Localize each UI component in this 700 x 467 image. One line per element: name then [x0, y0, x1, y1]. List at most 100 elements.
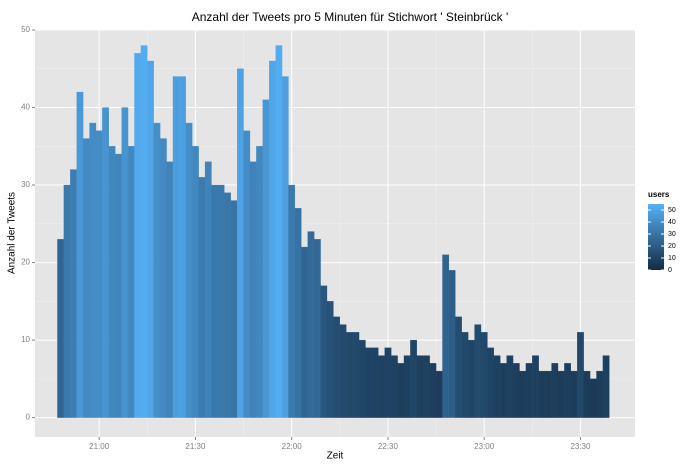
- bar: [339, 324, 347, 418]
- bar: [166, 161, 174, 418]
- y-tick-label: 30: [21, 180, 30, 189]
- x-tick-label: 21:30: [185, 442, 206, 451]
- bar: [371, 347, 379, 418]
- bar: [570, 370, 578, 418]
- bar: [269, 60, 276, 418]
- bar: [390, 355, 398, 418]
- bar: [70, 169, 77, 418]
- bar: [429, 363, 437, 418]
- bar: [172, 76, 180, 418]
- bar: [217, 184, 225, 418]
- bar: [448, 270, 456, 418]
- bar: [474, 324, 482, 418]
- bar: [57, 239, 65, 418]
- bar: [147, 60, 154, 418]
- bar: [320, 285, 328, 418]
- bar: [313, 239, 321, 418]
- bar: [249, 161, 257, 418]
- bar: [63, 184, 71, 418]
- bar: [185, 122, 193, 418]
- legend-label: 10: [668, 255, 676, 262]
- bar: [384, 347, 392, 418]
- bar: [294, 208, 302, 418]
- chart-title: Anzahl der Tweets pro 5 Minuten für Stic…: [192, 10, 509, 24]
- bar: [352, 332, 360, 418]
- legend-label: 20: [668, 243, 676, 250]
- bar: [153, 122, 161, 418]
- bar: [519, 370, 527, 418]
- bar: [493, 355, 501, 418]
- bar: [532, 355, 539, 418]
- x-tick-label: 22:00: [282, 442, 303, 451]
- bar: [557, 370, 565, 418]
- bar: [89, 122, 97, 418]
- bar: [423, 355, 430, 418]
- bar: [468, 339, 475, 418]
- bar: [256, 146, 263, 418]
- bar: [301, 246, 308, 418]
- y-tick-label: 0: [26, 413, 31, 422]
- bar: [236, 68, 244, 418]
- bar: [211, 184, 219, 418]
- bar: [589, 378, 597, 418]
- bar: [262, 99, 270, 418]
- bar: [230, 200, 238, 418]
- x-tick-label: 23:30: [570, 442, 591, 451]
- x-axis-label: Zeit: [327, 451, 344, 462]
- bar: [288, 184, 296, 418]
- y-axis-label: Anzahl der Tweets: [7, 192, 18, 274]
- bar: [102, 107, 109, 418]
- bar: [538, 370, 546, 418]
- bar: [435, 370, 443, 418]
- bar: [326, 301, 334, 418]
- bar: [545, 370, 552, 418]
- bar: [198, 177, 206, 418]
- bar: [480, 332, 488, 418]
- bar: [108, 146, 116, 418]
- x-tick-label: 22:30: [378, 442, 399, 451]
- y-tick-label: 10: [21, 335, 30, 344]
- bar: [192, 146, 199, 418]
- bar: [397, 363, 405, 418]
- bar: [159, 138, 167, 418]
- bar: [378, 355, 385, 418]
- bar: [179, 76, 186, 418]
- bar: [134, 53, 142, 418]
- bar: [346, 332, 353, 418]
- x-tick-label: 23:00: [474, 442, 495, 451]
- bar: [243, 130, 251, 418]
- bar: [307, 231, 315, 418]
- legend-label: 50: [668, 207, 676, 214]
- legend-label: 30: [668, 231, 676, 238]
- bar: [506, 355, 514, 418]
- bar: [127, 146, 135, 418]
- bar: [416, 355, 424, 418]
- bar: [455, 316, 462, 418]
- bar: [500, 363, 507, 418]
- legend-title: users: [648, 190, 670, 199]
- bar: [82, 138, 90, 418]
- legend-colorbar: [648, 204, 664, 270]
- bar: [564, 363, 571, 418]
- y-tick-label: 50: [21, 25, 30, 34]
- bar: [525, 363, 533, 418]
- bar: [410, 339, 417, 418]
- bar: [365, 347, 373, 418]
- bar: [358, 339, 366, 418]
- legend-label: 0: [668, 267, 672, 274]
- bar: [583, 370, 591, 418]
- bar: [204, 161, 212, 418]
- bar: [596, 370, 604, 418]
- bar: [275, 45, 283, 418]
- bar: [461, 332, 469, 418]
- bar: [333, 316, 340, 418]
- bar: [602, 355, 610, 418]
- bar: [115, 153, 122, 418]
- bar: [442, 254, 450, 418]
- y-tick-label: 40: [21, 103, 30, 112]
- legend-label: 40: [668, 219, 676, 226]
- bar: [512, 363, 520, 418]
- bar: [551, 363, 559, 418]
